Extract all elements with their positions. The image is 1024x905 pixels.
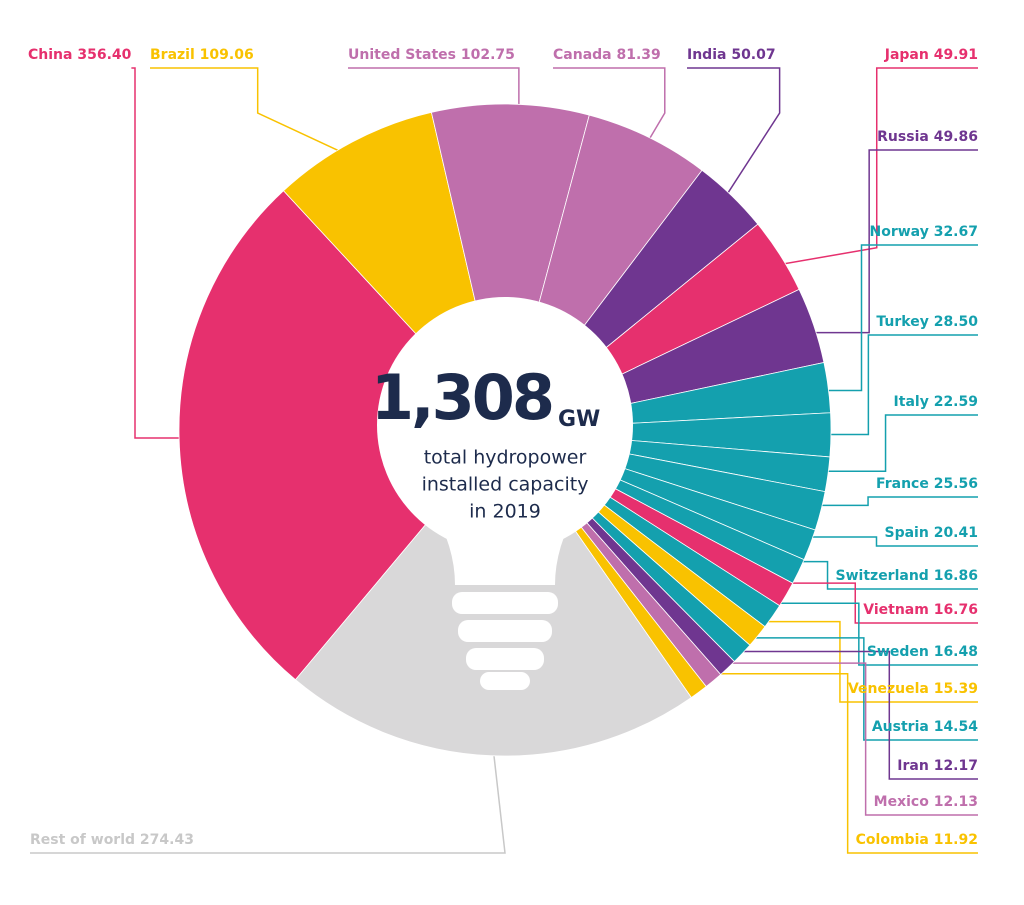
label-value: 20.41 <box>934 525 978 541</box>
label-value: 274.43 <box>140 832 194 848</box>
leader-line <box>792 149 978 334</box>
leader-line <box>739 620 978 703</box>
leader-line <box>687 67 781 213</box>
bulb-base <box>458 620 552 642</box>
slice-label: Canada 81.39 <box>553 47 661 63</box>
label-value: 50.07 <box>731 47 775 63</box>
label-value: 28.50 <box>934 314 979 330</box>
slice-label: Colombia 11.92 <box>856 832 978 848</box>
center-caption: installed capacity <box>422 474 589 496</box>
label-value: 16.48 <box>934 644 978 660</box>
label-name: Spain <box>885 525 929 541</box>
slice-label: Brazil 109.06 <box>150 47 254 63</box>
label-value: 12.13 <box>934 794 978 810</box>
label-name: Italy <box>894 394 929 410</box>
slice-label: Italy 22.59 <box>894 394 978 410</box>
slice-label: United States 102.75 <box>348 47 515 63</box>
leader-line <box>685 673 978 854</box>
bulb-neck <box>430 505 580 585</box>
label-name: Russia <box>877 129 929 145</box>
slice-label: Turkey 28.50 <box>876 314 978 330</box>
bulb-base <box>480 672 530 690</box>
slice-label: Spain 20.41 <box>885 525 979 541</box>
leader-line <box>553 67 666 159</box>
leaders <box>30 67 978 854</box>
label-value: 14.54 <box>934 719 979 735</box>
label-name: France <box>876 476 929 492</box>
slice-label: Mexico 12.13 <box>874 794 978 810</box>
label-value: 11.92 <box>934 832 978 848</box>
label-name: Colombia <box>856 832 929 848</box>
label-name: India <box>687 47 726 63</box>
label-value: 49.86 <box>934 129 978 145</box>
leader-line <box>753 602 978 666</box>
bulb-glass <box>377 297 633 553</box>
label-value: 16.86 <box>934 568 978 584</box>
slice-label: Russia 49.86 <box>877 129 978 145</box>
label-value: 12.17 <box>934 758 978 774</box>
label-name: Norway <box>870 224 929 240</box>
leader-line <box>150 67 364 163</box>
label-value: 22.59 <box>934 394 978 410</box>
leader-line <box>725 637 978 741</box>
leader-line <box>712 650 978 780</box>
label-name: Rest of world <box>30 832 135 848</box>
bulb <box>377 297 633 690</box>
slice-label: India 50.07 <box>687 47 776 63</box>
label-name: Venezuela <box>848 681 929 697</box>
label-value: 15.39 <box>934 681 978 697</box>
label-value: 356.40 <box>77 47 131 63</box>
slice-label: Iran 12.17 <box>897 758 978 774</box>
label-value: 81.39 <box>616 47 660 63</box>
slice-label: Norway 32.67 <box>870 224 979 240</box>
slice-label: Sweden 16.48 <box>867 644 978 660</box>
bulb-base <box>452 592 558 614</box>
label-name: China <box>28 47 72 63</box>
slice-label: Venezuela 15.39 <box>848 681 978 697</box>
slice-label: China 356.40 <box>28 47 132 63</box>
label-name: Switzerland <box>836 568 929 584</box>
label-name: Japan <box>884 47 929 63</box>
slice-label: France 25.56 <box>876 476 978 492</box>
label-value: 16.76 <box>934 602 978 618</box>
leader-line <box>805 244 978 392</box>
center-value: 1,308 <box>371 361 552 434</box>
label-name: Canada <box>553 47 612 63</box>
slice <box>178 190 506 681</box>
leader-line <box>30 732 506 854</box>
label-name: United States <box>348 47 456 63</box>
leader-line <box>760 67 978 269</box>
slice-label: Rest of world 274.43 <box>30 832 194 848</box>
label-name: Vietnam <box>863 602 929 618</box>
slice-label: Switzerland 16.86 <box>836 568 978 584</box>
label-value: 25.56 <box>934 476 978 492</box>
bulb-base <box>466 648 544 670</box>
label-name: Austria <box>872 719 929 735</box>
center-unit: GW <box>558 407 600 432</box>
label-value: 49.91 <box>934 47 978 63</box>
leader-line <box>805 414 978 472</box>
leader-line <box>131 67 202 439</box>
label-name: Iran <box>897 758 929 774</box>
slice <box>430 103 590 431</box>
label-name: Turkey <box>876 314 928 330</box>
label-value: 102.75 <box>461 47 515 63</box>
slice-label: Austria 14.54 <box>872 719 978 735</box>
leader-line <box>808 334 978 436</box>
leader-line <box>798 496 978 507</box>
label-value: 109.06 <box>200 47 254 63</box>
slice-label: Japan 49.91 <box>884 47 978 63</box>
slice-label: Vietnam 16.76 <box>863 602 978 618</box>
label-name: Mexico <box>874 794 930 810</box>
center-caption: in 2019 <box>469 501 541 523</box>
label-name: Brazil <box>150 47 195 63</box>
leader-line <box>788 536 978 547</box>
leader-line <box>698 662 978 816</box>
label-value: 32.67 <box>934 224 978 240</box>
label-name: Sweden <box>867 644 929 660</box>
center-caption: total hydropower <box>424 447 587 469</box>
